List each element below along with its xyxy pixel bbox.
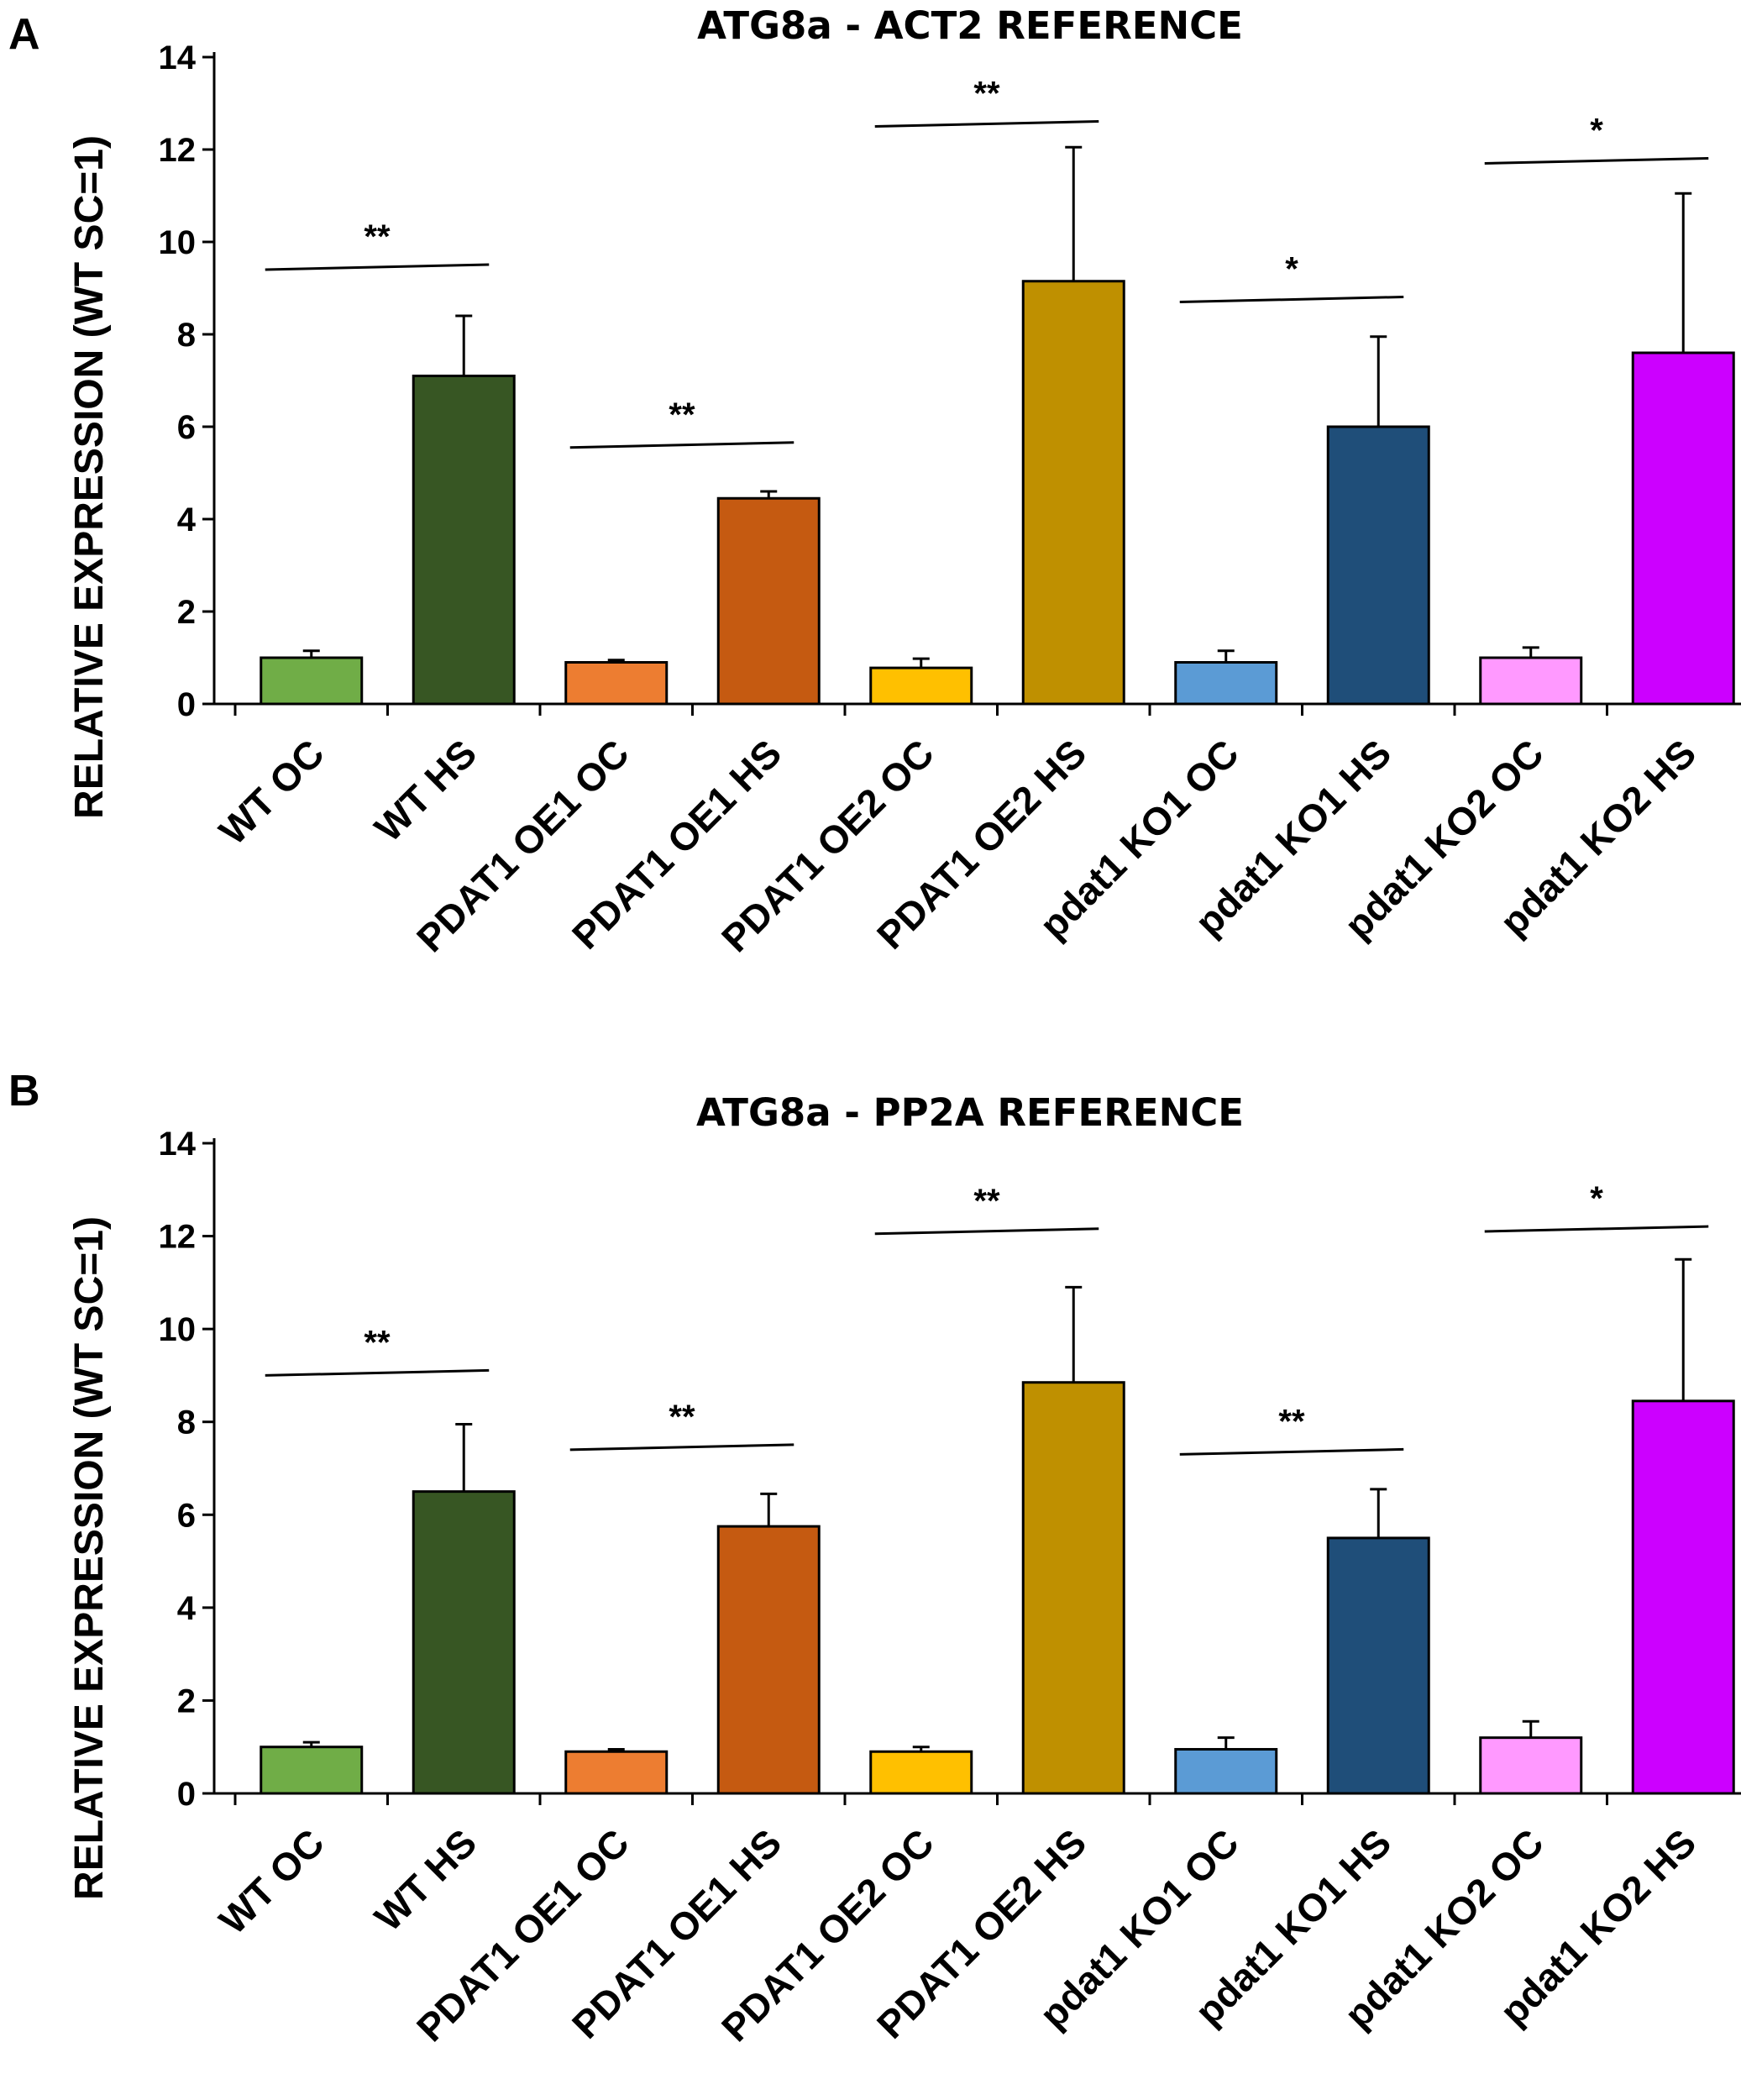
panel-b: B ATG8a - PP2A REFERENCE RELATIVE EXPRES… <box>8 1067 1741 2050</box>
panel-b-significance-label: ** <box>1278 1403 1305 1440</box>
panel-b-bar <box>412 1490 516 1795</box>
panel-a-significance-label: * <box>1285 251 1298 288</box>
panel-b-title: ATG8a - PP2A REFERENCE <box>696 1090 1244 1135</box>
panel-a-category-label: WT OC <box>211 731 333 853</box>
panel-a-bar <box>1631 351 1735 706</box>
panel-b-significance-label: ** <box>973 1183 1000 1220</box>
panel-b-bar <box>564 1750 669 1795</box>
panel-b-category-label: WT OC <box>211 1820 333 1942</box>
panel-b-bar <box>1021 1381 1125 1795</box>
panel-b-bar <box>716 1525 821 1795</box>
panel-b-y-tick-label: 0 <box>177 1776 196 1813</box>
panel-a-bar <box>260 656 364 706</box>
panel-a-significance-label: ** <box>973 76 1000 113</box>
panel-a: A ATG8a - ACT2 REFERENCE RELATIVE EXPRES… <box>8 3 1741 960</box>
panel-a-significance-line <box>265 263 490 271</box>
panel-b-y-axis-label: RELATIVE EXPRESSION (WT SC=1) <box>67 1216 112 1900</box>
panel-a-bar <box>1479 656 1583 706</box>
panel-a-bar <box>869 666 973 706</box>
panel-b-significance-line <box>1484 1225 1709 1233</box>
panel-a-significance-line <box>569 441 794 449</box>
panel-a-bar <box>1326 425 1430 706</box>
panel-a-y-tick-label: 12 <box>159 132 197 169</box>
panel-b-y-tick-label: 10 <box>159 1311 197 1348</box>
panel-a-y-tick-label: 4 <box>177 501 197 538</box>
panel-a-significance-label: ** <box>364 218 391 255</box>
panel-b-y-tick-label: 14 <box>159 1126 197 1163</box>
panel-b-bar <box>260 1746 364 1795</box>
panel-b-bar <box>1326 1536 1430 1795</box>
panel-b-bar <box>1479 1736 1583 1795</box>
panel-b-bar <box>1174 1747 1278 1795</box>
panel-a-y-tick-label: 6 <box>177 409 196 446</box>
panel-a-significance-label: ** <box>669 396 695 433</box>
panel-a-y-tick-label: 10 <box>159 224 197 261</box>
panel-b-bar <box>869 1750 973 1795</box>
panel-a-y-tick-label: 14 <box>159 39 197 76</box>
panel-b-category-label: WT HS <box>366 1820 485 1940</box>
panel-a-y-tick-label: 8 <box>177 317 196 354</box>
panel-a-title: ATG8a - ACT2 REFERENCE <box>697 3 1243 48</box>
panel-b-y-tick-label: 6 <box>177 1497 196 1534</box>
panel-b-bar <box>1631 1399 1735 1795</box>
panel-b-significance-label: ** <box>364 1324 391 1361</box>
panel-a-significance-label: * <box>1590 113 1603 150</box>
panel-b-significance-line <box>569 1443 794 1452</box>
panel-b-letter: B <box>8 1067 40 1116</box>
panel-a-significance-line <box>1484 157 1709 165</box>
panel-a-letter: A <box>8 10 40 59</box>
panel-a-bar <box>1021 280 1125 706</box>
panel-a-y-axis-label: RELATIVE EXPRESSION (WT SC=1) <box>67 135 112 819</box>
panel-b-y-tick-label: 4 <box>177 1590 197 1627</box>
panel-a-y-tick-label: 0 <box>177 686 196 723</box>
panel-b-significance-label: ** <box>669 1399 695 1436</box>
panel-b-significance-line <box>1179 1447 1404 1456</box>
panel-a-significance-line <box>874 120 1099 128</box>
panel-a-bar <box>716 496 821 706</box>
panel-b-y-tick-label: 8 <box>177 1404 196 1441</box>
panel-a-category-label: WT HS <box>366 731 485 850</box>
panel-a-significance-line <box>1179 296 1404 303</box>
panel-b-y-tick-label: 12 <box>159 1219 197 1256</box>
panel-a-bar <box>1174 661 1278 706</box>
panel-b-significance-line <box>265 1368 490 1377</box>
panel-a-bar <box>412 375 516 706</box>
panel-b-y-tick-label: 2 <box>177 1683 196 1719</box>
panel-a-bar <box>564 661 669 706</box>
panel-b-significance-label: * <box>1590 1180 1603 1217</box>
panel-a-y-tick-label: 2 <box>177 594 196 631</box>
panel-b-significance-line <box>874 1227 1099 1236</box>
